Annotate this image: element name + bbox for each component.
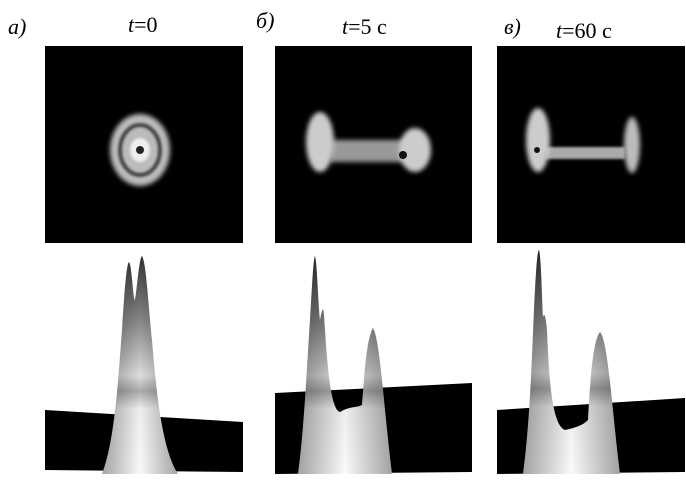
beam-image bbox=[45, 46, 243, 243]
time-value: =60 с bbox=[562, 18, 612, 43]
time-value: =5 с bbox=[348, 14, 387, 39]
panel-labels: а) t=0 б) t=5 с в) t=60 с bbox=[8, 8, 612, 43]
panel-title: t=0 bbox=[128, 12, 158, 37]
panel-title: t=5 с bbox=[342, 14, 387, 39]
figure: а) t=0 б) t=5 с в) t=60 с bbox=[0, 0, 686, 489]
time-value: =0 bbox=[134, 12, 157, 37]
intensity-profile bbox=[275, 256, 472, 474]
panel-label: в) bbox=[504, 14, 521, 39]
beam-image bbox=[497, 46, 685, 243]
panel-label: б) bbox=[256, 8, 274, 33]
beam-image bbox=[275, 46, 472, 243]
intensity-profile bbox=[45, 256, 243, 474]
intensity-profile bbox=[497, 250, 685, 474]
panel-label: а) bbox=[8, 14, 26, 39]
panel-title: t=60 с bbox=[556, 18, 612, 43]
